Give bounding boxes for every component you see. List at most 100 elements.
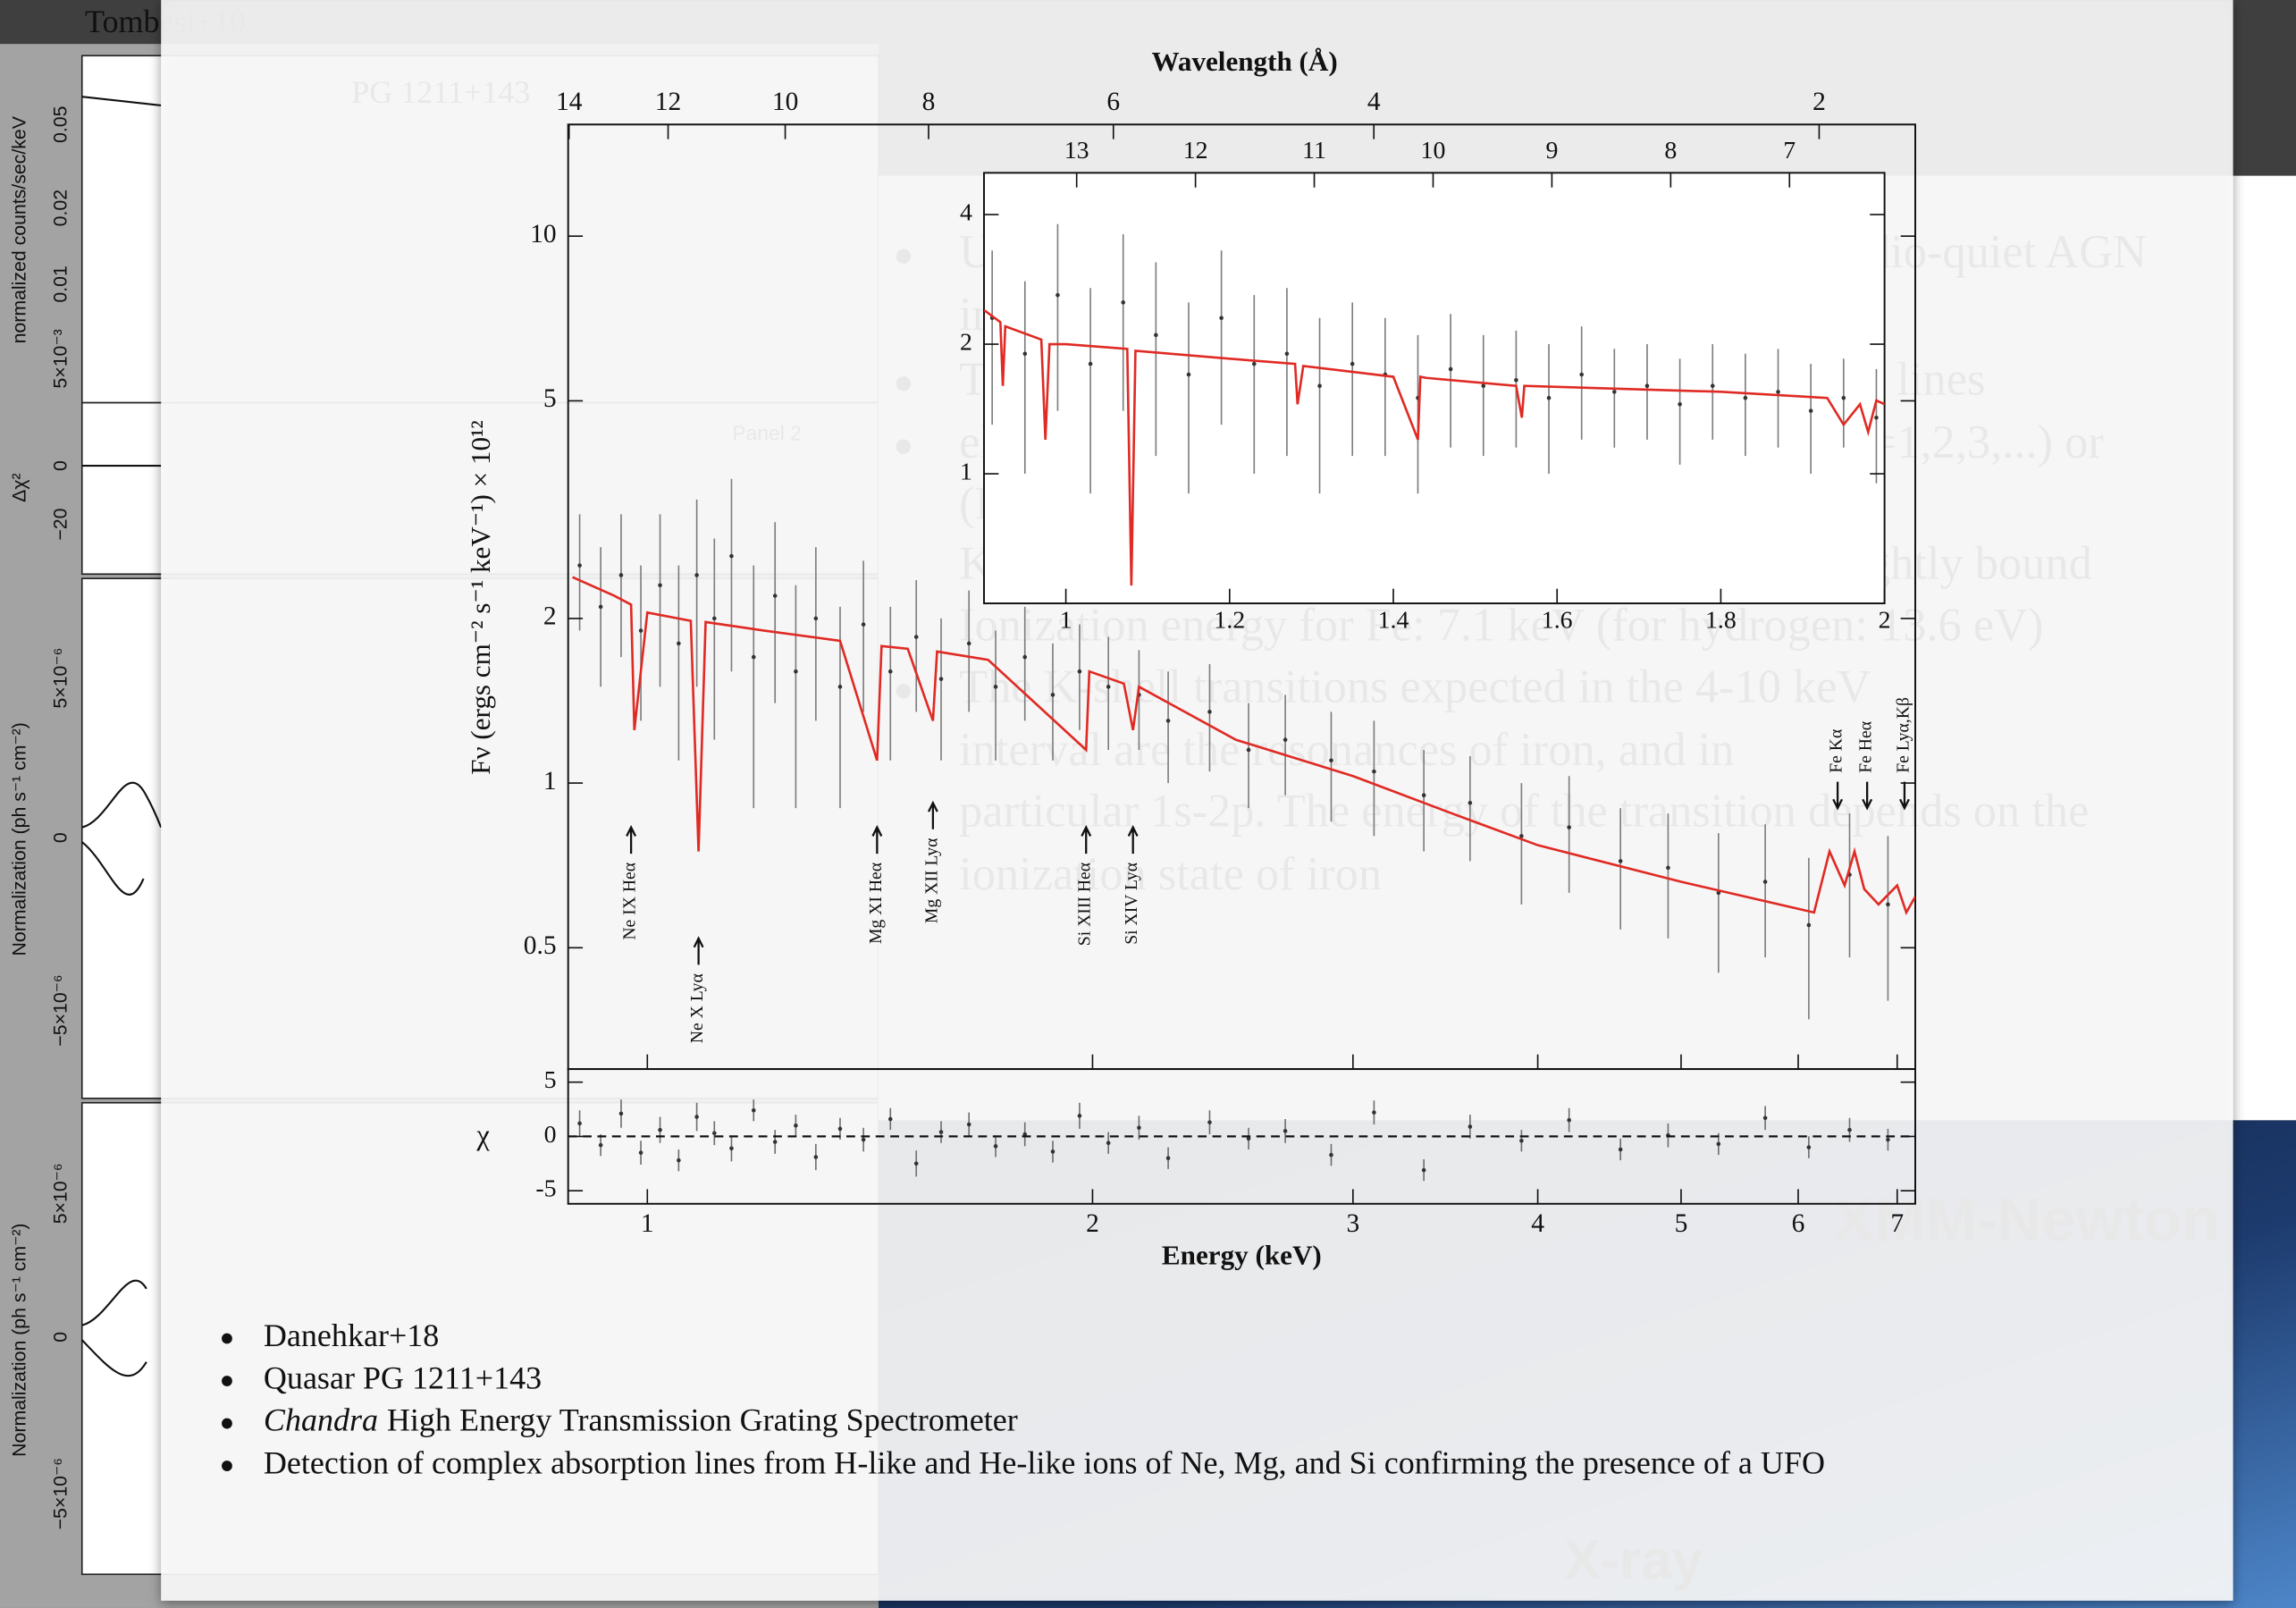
x2-tick-label: 14 [556, 88, 583, 116]
line-marker-label: Si XIII Heα [1075, 863, 1095, 946]
left-tick-label: −5×10⁻⁶ [49, 1458, 71, 1529]
data-point [638, 1150, 643, 1155]
data-point [1776, 390, 1780, 394]
bullet [222, 1418, 232, 1429]
data-point [1519, 1138, 1524, 1143]
line-marker-label: Mg XI Heα [866, 863, 886, 944]
y-tick-label: 4 [960, 198, 972, 226]
data-point [1165, 1156, 1171, 1161]
data-point [1077, 1114, 1082, 1118]
x-tick-label: 1 [641, 1209, 654, 1238]
bullet-rest: High Energy Transmission Grating Spectro… [387, 1402, 1018, 1438]
x-axis-label: Energy (keV) [1162, 1240, 1322, 1271]
x-tick-label: 2 [1086, 1209, 1099, 1238]
data-point [677, 641, 681, 646]
x2-tick-label: 8 [1664, 137, 1677, 164]
data-point [694, 573, 699, 577]
y-axis-label: Fν (ergs cm⁻² s⁻¹ keV⁻¹) × 10¹² [465, 420, 496, 775]
data-point [993, 685, 998, 689]
line-marker-arrow [1832, 781, 1844, 811]
data-point [1106, 685, 1111, 689]
data-point [712, 616, 717, 621]
data-point [1246, 747, 1251, 753]
data-point [1251, 361, 1257, 366]
data-point [1710, 383, 1715, 389]
left-tick-label: 0.02 [49, 189, 71, 226]
data-point [1219, 316, 1224, 321]
line-marker-arrow [871, 825, 883, 855]
left-axis-label: Δχ² [9, 473, 30, 501]
residual-chart: -5 0 5 χ [475, 1066, 1916, 1203]
x-tick-label: 1.4 [1378, 607, 1409, 635]
data-point [1567, 825, 1571, 829]
data-point [577, 1121, 582, 1126]
data-point [1022, 654, 1028, 660]
left-tick-label: 0 [49, 460, 71, 471]
data-point [598, 604, 603, 610]
data-point [1481, 383, 1486, 389]
data-point [1137, 1125, 1141, 1130]
data-layer [984, 223, 1885, 586]
data-point [1022, 1132, 1028, 1137]
x-tick-label: 2 [1879, 607, 1891, 635]
line-marker-label: Ne IX Heα [620, 863, 640, 940]
data-point [1165, 719, 1171, 723]
data-point [1077, 669, 1082, 674]
data-point [577, 563, 582, 568]
data-point [1186, 372, 1191, 377]
data-point [1886, 1137, 1890, 1142]
data-point [772, 1140, 778, 1144]
data-point [1546, 395, 1552, 400]
data-point [751, 1107, 756, 1113]
data-point [1847, 1127, 1852, 1132]
data-point [598, 1142, 603, 1148]
line-marker-arrow [626, 825, 637, 855]
left-plot-curves [80, 96, 163, 1377]
data-point [1841, 395, 1846, 400]
data-point [794, 1123, 798, 1128]
left-tick-label: 5×10⁻⁶ [49, 1163, 71, 1224]
left-tick-label: 0 [49, 832, 71, 843]
data-point [1874, 415, 1879, 420]
x2-tick-label: 7 [1783, 137, 1796, 164]
data-point [966, 641, 971, 646]
data-layer [572, 478, 1916, 1020]
bullet [222, 1461, 232, 1471]
inset-frame [983, 172, 1886, 605]
y-tick-label: 5 [544, 1066, 557, 1094]
data-point [729, 553, 734, 559]
data-point [1886, 902, 1890, 907]
data-point [887, 669, 893, 674]
x-tick-label: 7 [1890, 1209, 1904, 1238]
bullet-text: Quasar PG 1211+143 [264, 1360, 542, 1395]
data-point [1055, 292, 1060, 298]
bullet-list: Danehkar+18 Quasar PG 1211+143 Chandra Hi… [222, 1318, 1825, 1480]
x2-tick-label: 2 [1812, 88, 1826, 116]
x2-tick-label: 10 [772, 88, 798, 116]
x-tick-label: 1 [1060, 607, 1072, 635]
data-point [938, 677, 944, 681]
data-point [1350, 361, 1355, 366]
bullet-text: Danehkar+18 [264, 1318, 439, 1353]
data-point [1468, 1124, 1473, 1129]
left-axis-label: Normalization (ph s⁻¹ cm⁻²) [9, 722, 30, 956]
left-tick-label: 5×10⁻⁶ [49, 648, 71, 709]
data-point [1762, 880, 1768, 884]
data-point [1207, 710, 1212, 714]
data-point [1283, 1129, 1288, 1133]
data-point [1806, 1145, 1812, 1149]
data-point [813, 616, 819, 621]
data-point [1317, 383, 1322, 389]
data-point [1372, 769, 1376, 774]
y-axis-label: χ [475, 1120, 490, 1152]
x-tick-label: 1.6 [1542, 607, 1573, 635]
x2-tick-label: 13 [1064, 137, 1089, 164]
line-marker-arrow [1899, 781, 1910, 811]
left-tick-label: 0 [49, 1332, 71, 1343]
left-axis-label: Normalization (ph s⁻¹ cm⁻²) [9, 1223, 30, 1456]
left-axis-label: normalized counts/sec/keV [9, 115, 30, 343]
x-tick-label: 4 [1531, 1209, 1544, 1238]
line-marker-arrow [927, 800, 938, 829]
